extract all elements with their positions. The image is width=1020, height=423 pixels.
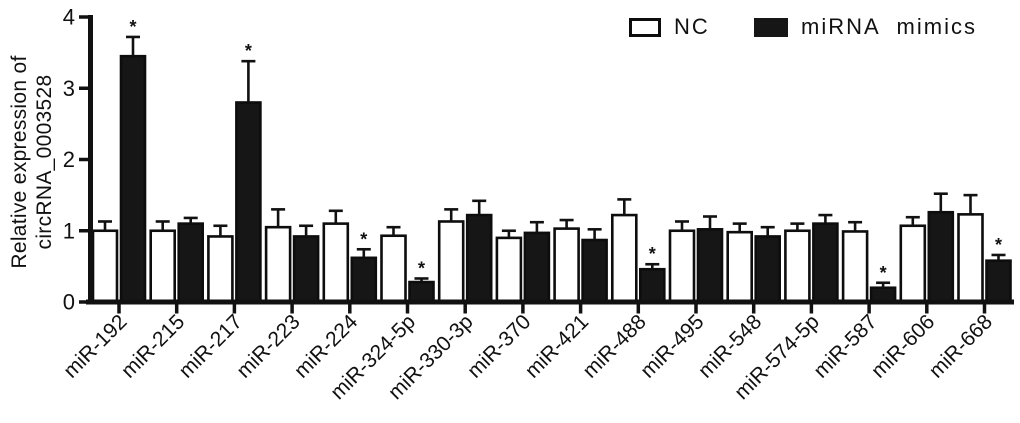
bar-mimics-miR-668	[985, 259, 1012, 304]
bar-mimics-miR-217	[235, 101, 262, 304]
y-axis-title-line2: circRNA_0003528	[33, 74, 56, 250]
bar-mimics-miR-488	[638, 267, 666, 304]
bar-nc-miR-668	[957, 213, 984, 304]
sig-star-mimics-miR-324-5p: *	[418, 258, 425, 278]
bar-mimics-miR-330-3p	[465, 213, 493, 304]
x-category-label-miR-215: miR-215	[117, 310, 189, 382]
bar-mimics-miR-606	[927, 210, 955, 304]
y-tick-label-3: 3	[63, 76, 75, 101]
x-category-label-miR-587: miR-587	[809, 310, 881, 382]
x-tick-miR-215	[174, 304, 179, 314]
bar-nc-miR-587	[841, 230, 869, 304]
sig-star-mimics-miR-217: *	[245, 41, 252, 61]
y-axis-title-line1: Relative expression of	[8, 55, 32, 269]
bar-nc-miR-192	[91, 229, 119, 304]
x-tick-miR-495	[694, 304, 698, 314]
bar-nc-miR-488	[610, 213, 638, 304]
x-category-label-miR-606: miR-606	[867, 310, 939, 382]
x-tick-miR-574-5p	[809, 304, 814, 314]
bar-mimics-miR-548	[754, 235, 782, 304]
bar-mimics-miR-192	[119, 54, 147, 304]
bar-nc-miR-495	[668, 229, 696, 304]
bar-nc-miR-548	[726, 230, 754, 304]
x-tick-miR-421	[578, 304, 583, 314]
x-tick-miR-192	[117, 304, 121, 314]
legend-label-mimics: miRNA mimics	[801, 14, 977, 39]
x-category-label-miR-668: miR-668	[925, 310, 997, 382]
bar-mimics-miR-421	[581, 238, 608, 304]
x-category-label-miR-217: miR-217	[175, 310, 247, 382]
bar-mimics-miR-574-5p	[812, 222, 839, 304]
bar-mimics-miR-370	[523, 231, 551, 304]
x-tick-miR-370	[521, 304, 525, 314]
legend-item-nc: NC	[629, 14, 710, 40]
bar-nc-miR-370	[495, 236, 523, 304]
y-tick-label-0: 0	[63, 290, 75, 315]
x-category-label-miR-192: miR-192	[59, 310, 131, 382]
x-tick-miR-488	[636, 304, 641, 314]
x-axis-line	[86, 299, 1014, 305]
sig-star-mimics-miR-192: *	[129, 17, 136, 37]
x-tick-miR-224	[348, 304, 352, 314]
legend-item-mimics: miRNA mimics	[754, 14, 977, 40]
y-tick-1	[79, 229, 88, 233]
bar-nc-miR-606	[899, 224, 927, 304]
legend-label-nc: NC	[674, 14, 710, 39]
bar-nc-miR-574-5p	[784, 229, 811, 304]
y-tick-0	[79, 300, 88, 304]
x-category-label-miR-223: miR-223	[232, 310, 304, 382]
sig-star-mimics-miR-668: *	[995, 235, 1002, 255]
y-tick-label-1: 1	[63, 218, 75, 243]
bar-mimics-miR-495	[696, 228, 724, 304]
x-tick-miR-324-5p	[405, 304, 410, 314]
y-tick-2	[79, 157, 88, 162]
y-axis-line	[88, 15, 93, 305]
bar-mimics-miR-324-5p	[408, 280, 435, 304]
x-category-label-miR-495: miR-495	[636, 310, 708, 382]
legend-swatch-mimics-icon	[754, 17, 788, 37]
x-tick-miR-330-3p	[463, 304, 467, 314]
sig-star-mimics-miR-488: *	[649, 244, 656, 264]
y-axis-title: Relative expression of circRNA_0003528	[8, 7, 58, 317]
bar-nc-miR-215	[149, 229, 176, 304]
bar-mimics-miR-224	[350, 256, 378, 304]
y-tick-label-4: 4	[63, 5, 75, 30]
bar-mimics-miR-223	[292, 235, 320, 304]
x-category-label-miR-370: miR-370	[463, 310, 535, 382]
x-tick-miR-587	[867, 304, 871, 314]
x-tick-miR-548	[751, 304, 756, 314]
bar-nc-miR-224	[322, 222, 350, 304]
sig-star-mimics-miR-224: *	[360, 229, 367, 249]
x-category-label-miR-421: miR-421	[521, 310, 593, 382]
y-tick-3	[79, 86, 88, 90]
bar-nc-miR-324-5p	[380, 234, 407, 304]
x-tick-miR-217	[232, 304, 237, 314]
y-tick-4	[79, 15, 88, 19]
y-tick-label-2: 2	[63, 147, 75, 172]
bar-nc-miR-330-3p	[437, 220, 465, 304]
bar-nc-miR-217	[207, 235, 234, 304]
x-category-label-miR-488: miR-488	[578, 310, 650, 382]
bar-nc-miR-421	[553, 227, 580, 304]
x-tick-miR-606	[925, 304, 929, 314]
legend-swatch-nc-icon	[629, 17, 661, 37]
bar-mimics-miR-215	[177, 222, 204, 304]
sig-star-mimics-miR-587: *	[880, 263, 887, 283]
bar-nc-miR-223	[264, 225, 292, 304]
x-tick-miR-668	[982, 304, 987, 314]
x-tick-miR-223	[290, 304, 294, 314]
